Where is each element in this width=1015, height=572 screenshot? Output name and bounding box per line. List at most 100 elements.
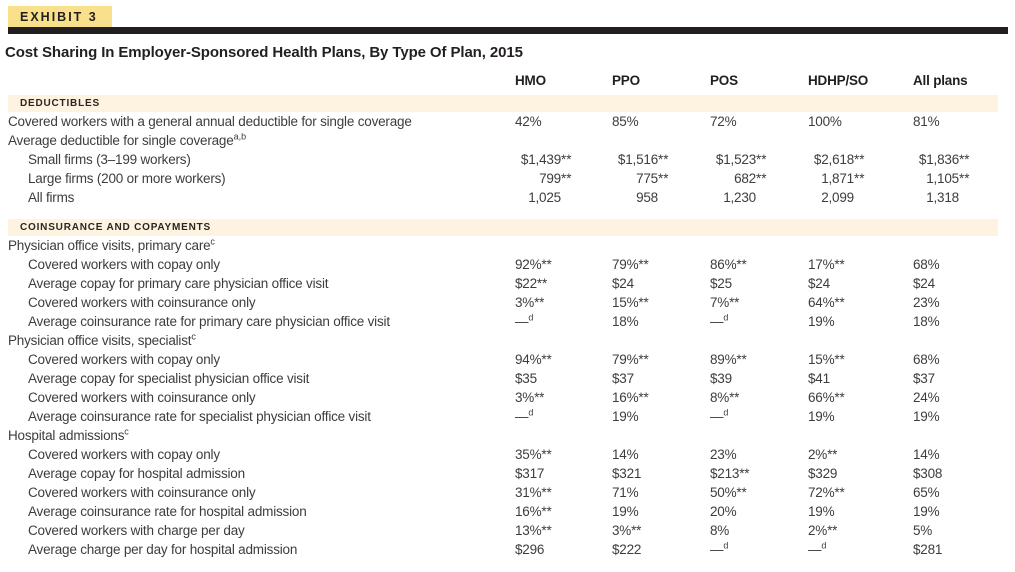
table-cell: 19% [808,409,835,424]
table-cell: $37 [913,371,935,386]
row-label: Covered workers with charge per day [28,523,245,538]
table-row: Average coinsurance rate for primary car… [0,312,1015,331]
table-row: Covered workers with coinsurance only 31%… [0,483,1015,502]
column-header-hmo: HMO [515,73,546,88]
column-header-ppo: PPO [612,73,640,88]
table-cell: 92%** [515,257,552,272]
table-cell: 799** [539,171,572,186]
table-cell: $321 [612,466,642,481]
table-row: Covered workers with a general annual de… [0,112,1015,131]
table-cell: 2%** [808,523,838,538]
table-cell: $2,618** [813,152,865,167]
table-cell: 1,230 [723,190,756,205]
table-cell: 1,105** [926,171,970,186]
table-row: Large firms (200 or more workers) 799** 77… [0,169,1015,188]
table-row: Average copay for primary care physician… [0,274,1015,293]
table-cell: 68% [913,257,940,272]
table-cell: $24 [913,276,935,291]
column-header-hdhp-so: HDHP/SO [808,73,869,88]
column-header-row: HMO PPO POS HDHP/SO All plans [0,73,1015,89]
table-cell: 19% [808,504,835,519]
table-cell: 14% [913,447,940,462]
table-cell: 79%** [612,352,649,367]
table-cell: 958 [636,190,658,205]
table-cell: —d [515,407,534,424]
row-label: Covered workers with coinsurance only [28,485,256,500]
row-label: Average coinsurance rate for primary car… [28,314,390,329]
column-header-all-plans: All plans [913,73,968,88]
column-header-pos: POS [710,73,738,88]
table-row: Average copay for hospital admission $317… [0,464,1015,483]
table-cell: 1,871** [821,171,865,186]
section-header: COINSURANCE AND COPAYMENTS [8,219,998,236]
table-cell: 1,318 [926,190,959,205]
table-cell: 72%** [808,485,845,500]
row-label: Average copay for specialist physician o… [28,371,310,386]
table-cell: $281 [913,542,943,557]
table-cell: $24 [612,276,634,291]
table-cell: 23% [913,295,940,310]
table-cell: 89%** [710,352,747,367]
table-cell: 79%** [612,257,649,272]
table-row: Covered workers with copay only 92%** 79%*… [0,255,1015,274]
table-cell: 94%** [515,352,552,367]
table-cell: 31%** [515,485,552,500]
row-label: Covered workers with copay only [28,447,220,462]
table-cell: —d [515,312,534,329]
row-label: Average copay for hospital admission [28,466,245,481]
table-cell: —d [710,407,729,424]
table-row: Physician office visits, specialistc [0,331,1015,350]
table-cell: 65% [913,485,940,500]
table-cell: 66%** [808,390,845,405]
table-cell: 14% [612,447,639,462]
table-cell: 17%** [808,257,845,272]
row-label: Covered workers with a general annual de… [8,114,412,129]
table-row: Covered workers with coinsurance only 3%*… [0,293,1015,312]
table-cell: $35 [515,371,537,386]
table-row: Average charge per day for hospital admi… [0,540,1015,559]
table-cell: 71% [612,485,639,500]
row-label: Average coinsurance rate for specialist … [28,409,371,424]
table-cell: 19% [913,409,940,424]
table-row: All firms 1,025 958 1,230 2,099 1,318 [0,188,1015,207]
table-cell: $213** [710,466,750,481]
table-cell: 42% [515,114,542,129]
table-row: Hospital admissionsc [0,426,1015,445]
row-label: Physician office visits, primary carec [8,236,215,253]
row-label: Average copay for primary care physician… [28,276,329,291]
table-cell: $25 [710,276,732,291]
table-body: DEDUCTIBLES Covered workers with a genera… [0,95,1015,559]
table-cell: 100% [808,114,842,129]
table-cell: $24 [808,276,830,291]
table-cell: 50%** [710,485,747,500]
table-cell: —d [710,312,729,329]
exhibit-badge: EXHIBIT 3 [8,6,112,27]
table-row: Average coinsurance rate for hospital ad… [0,502,1015,521]
table-cell: 1,025 [528,190,561,205]
row-label: Hospital admissionsc [8,426,129,443]
row-label: Average charge per day for hospital admi… [28,542,298,557]
table-cell: 86%** [710,257,747,272]
row-label: Physician office visits, specialistc [8,331,196,348]
table-cell: 3%** [515,295,545,310]
table-row: Average copay for specialist physician o… [0,369,1015,388]
table-cell: $308 [913,466,943,481]
table-cell: 64%** [808,295,845,310]
table-row: Covered workers with copay only 35%** 14% 2… [0,445,1015,464]
table-cell: 2%** [808,447,838,462]
table-cell: $329 [808,466,838,481]
table-cell: $22** [515,276,548,291]
row-label: Small firms (3–199 workers) [28,152,191,167]
table-cell: 15%** [808,352,845,367]
table-cell: 19% [808,314,835,329]
row-label: Covered workers with coinsurance only [28,295,256,310]
row-label: Large firms (200 or more workers) [28,171,226,186]
page-title: Cost Sharing In Employer-Sponsored Healt… [5,44,523,61]
table-cell: $1,836** [918,152,970,167]
row-label: Average deductible for single coveragea,… [8,131,247,148]
table-cell: $1,523** [715,152,767,167]
table-row: Covered workers with coinsurance only 3%*… [0,388,1015,407]
table-cell: 35%** [515,447,552,462]
table-cell: $296 [515,542,545,557]
